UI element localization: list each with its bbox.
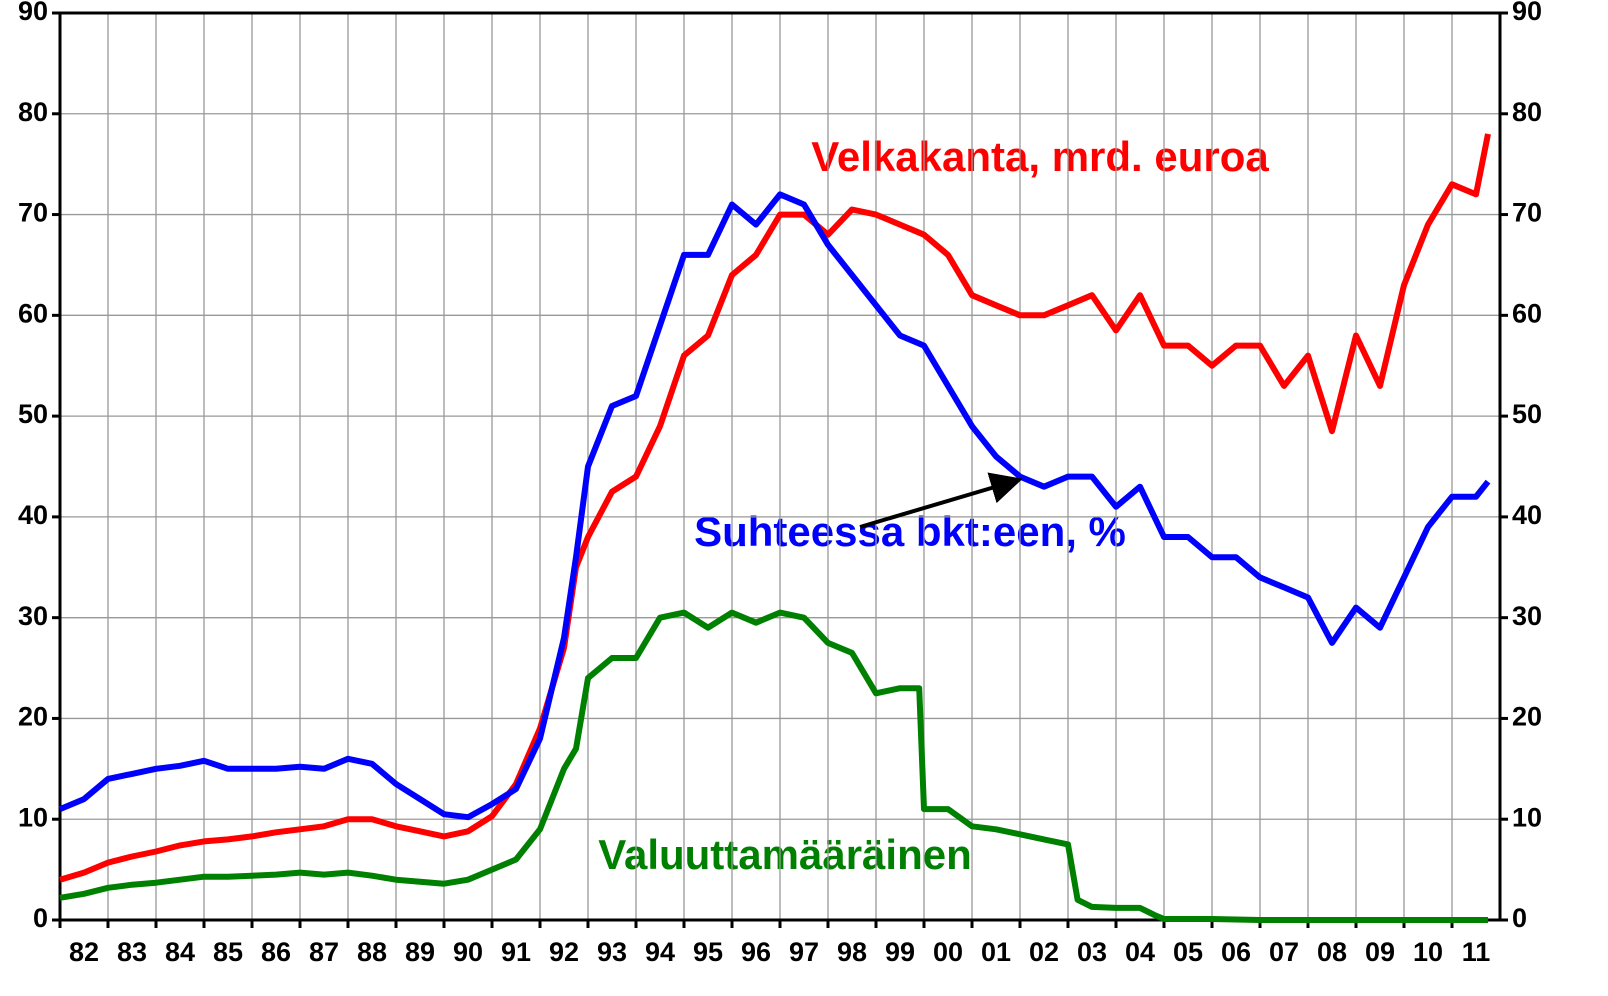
x-tick-label: 82 xyxy=(69,937,99,967)
x-tick-label: 87 xyxy=(309,937,339,967)
y-tick-label: 0 xyxy=(33,903,48,933)
x-tick-label: 92 xyxy=(549,937,579,967)
x-tick-label: 88 xyxy=(357,937,387,967)
series-label: Velkakanta, mrd. euroa xyxy=(811,133,1269,180)
x-tick-label: 10 xyxy=(1413,937,1443,967)
y-tick-label: 70 xyxy=(18,198,48,228)
x-tick-label: 85 xyxy=(213,937,243,967)
y2-tick-label: 20 xyxy=(1512,702,1542,732)
series-line xyxy=(58,191,1491,821)
x-tick-label: 07 xyxy=(1269,937,1299,967)
x-tick-label: 04 xyxy=(1125,937,1155,967)
x-tick-label: 06 xyxy=(1221,937,1251,967)
x-tick-label: 84 xyxy=(165,937,195,967)
x-tick-label: 03 xyxy=(1077,937,1107,967)
y2-tick-label: 70 xyxy=(1512,198,1542,228)
y-tick-label: 40 xyxy=(18,500,48,530)
x-tick-label: 89 xyxy=(405,937,435,967)
x-tick-label: 86 xyxy=(261,937,291,967)
annotation-arrow xyxy=(859,472,1023,529)
plot-frame xyxy=(58,11,1502,922)
series-line xyxy=(59,609,1488,923)
y2-tick-label: 90 xyxy=(1512,0,1542,26)
y-tick-label: 60 xyxy=(18,298,48,328)
series-label: Valuuttamääräinen xyxy=(598,831,971,878)
y-tick-label: 90 xyxy=(18,0,48,26)
x-tick-label: 09 xyxy=(1365,937,1395,967)
y2-tick-label: 0 xyxy=(1512,903,1527,933)
x-tick-label: 11 xyxy=(1462,937,1491,967)
x-tick-label: 95 xyxy=(693,937,723,967)
y-tick-label: 30 xyxy=(18,601,48,631)
y-tick-label: 20 xyxy=(18,702,48,732)
x-tick-label: 97 xyxy=(789,937,819,967)
x-tick-label: 96 xyxy=(741,937,771,967)
y2-tick-label: 40 xyxy=(1512,500,1542,530)
y2-tick-label: 80 xyxy=(1512,97,1542,127)
x-tick-label: 08 xyxy=(1317,937,1347,967)
x-tick-label: 90 xyxy=(453,937,483,967)
x-tick-label: 02 xyxy=(1029,937,1059,967)
y-tick-label: 50 xyxy=(18,399,48,429)
x-tick-label: 99 xyxy=(885,937,915,967)
x-tick-label: 01 xyxy=(981,937,1011,967)
x-tick-label: 91 xyxy=(501,937,531,967)
x-tick-label: 94 xyxy=(645,937,675,967)
y2-tick-label: 50 xyxy=(1512,399,1542,429)
x-tick-label: 98 xyxy=(837,937,867,967)
grid xyxy=(60,12,1501,921)
y2-tick-label: 30 xyxy=(1512,601,1542,631)
x-tick-label: 93 xyxy=(597,937,627,967)
x-tick-label: 00 xyxy=(933,937,963,967)
y-tick-label: 80 xyxy=(18,97,48,127)
y-tick-label: 10 xyxy=(18,802,48,832)
series-label: Suhteessa bkt:een, % xyxy=(694,508,1126,555)
series-line xyxy=(59,133,1491,883)
y2-tick-label: 60 xyxy=(1512,298,1542,328)
x-tick-label: 83 xyxy=(117,937,147,967)
x-tick-label: 05 xyxy=(1173,937,1203,967)
y2-tick-label: 10 xyxy=(1512,802,1542,832)
